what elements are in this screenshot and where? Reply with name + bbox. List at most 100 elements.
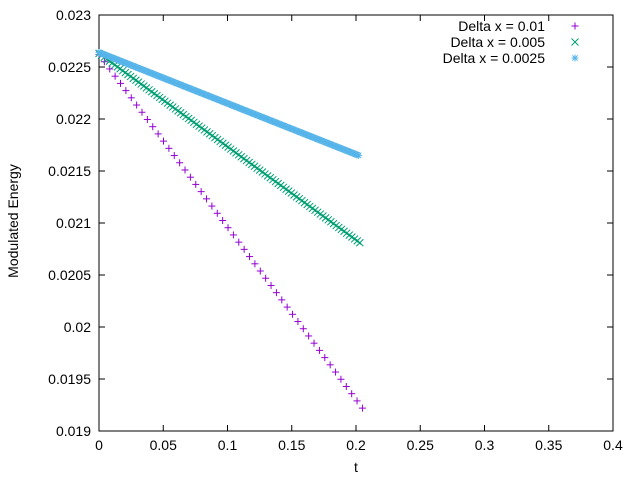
x-tick-label: 0.2: [346, 437, 366, 453]
series-layer: [95, 48, 366, 412]
marker-stroke: [195, 122, 203, 130]
data-point: [133, 101, 141, 109]
legend-marker: [571, 54, 579, 62]
y-tick-label: 0.0225: [48, 59, 91, 75]
marker-stroke: [319, 212, 327, 220]
data-point: [203, 195, 211, 203]
marker-stroke: [161, 97, 169, 106]
marker-stroke: [147, 87, 156, 96]
data-point: [138, 108, 146, 116]
marker-stroke: [232, 149, 240, 157]
marker-stroke: [240, 154, 248, 163]
marker-stroke: [208, 131, 217, 140]
marker-stroke: [155, 93, 164, 102]
marker-stroke: [269, 175, 277, 184]
data-point: [353, 397, 361, 405]
data-point: [356, 238, 364, 247]
data-point: [208, 202, 216, 210]
y-axis-ticks: 0.019 0.0195 0.02 0.0205 0.021 0.0215 0.022 0.0…: [48, 7, 613, 439]
marker-stroke: [274, 179, 283, 188]
data-point: [283, 303, 291, 311]
marker-stroke: [247, 160, 256, 169]
data-point: [294, 318, 302, 326]
x-tick-label: 0.4: [603, 437, 623, 453]
data-point: [111, 72, 119, 80]
marker-stroke: [571, 38, 579, 46]
marker-stroke: [221, 141, 230, 150]
x-tick-label: 0.3: [475, 437, 495, 453]
marker-stroke: [126, 72, 135, 81]
marker-stroke: [337, 225, 346, 234]
data-point: [143, 115, 151, 123]
y-tick-label: 0.0215: [48, 163, 91, 179]
marker-stroke: [150, 89, 159, 98]
legend-label: Delta x = 0.01: [458, 18, 545, 34]
series-1: [95, 51, 366, 412]
marker-stroke: [200, 126, 209, 134]
data-point: [278, 296, 286, 304]
marker-stroke: [298, 196, 306, 205]
marker-stroke: [234, 150, 243, 159]
y-tick-label: 0.021: [56, 215, 91, 231]
marker-stroke: [134, 78, 143, 87]
marker-stroke: [242, 156, 251, 165]
marker-stroke: [250, 162, 259, 171]
marker-stroke: [121, 68, 130, 77]
y-tick-label: 0.022: [56, 111, 91, 127]
marker-stroke: [271, 177, 280, 186]
data-point: [176, 159, 184, 167]
data-point: [240, 245, 248, 253]
marker-stroke: [137, 80, 146, 88]
marker-stroke: [324, 215, 333, 224]
data-point: [256, 267, 264, 275]
marker-stroke: [118, 66, 127, 75]
marker-stroke: [176, 108, 185, 117]
y-axis-title: Modulated Energy: [5, 164, 21, 278]
marker-stroke: [300, 198, 309, 207]
marker-stroke: [279, 183, 288, 192]
marker-stroke: [203, 128, 211, 136]
marker-stroke: [305, 202, 314, 211]
marker-stroke: [321, 214, 330, 222]
marker-stroke: [179, 110, 188, 119]
data-point: [160, 137, 168, 145]
marker-stroke: [355, 152, 362, 159]
marker-stroke: [229, 147, 238, 155]
marker-stroke: [174, 106, 182, 115]
data-point: [342, 382, 350, 390]
marker-stroke: [327, 217, 335, 226]
data-point: [170, 152, 178, 160]
data-point: [186, 173, 194, 181]
data-point: [122, 87, 130, 95]
marker-stroke: [171, 105, 180, 113]
legend-marker: [571, 22, 579, 30]
marker-stroke: [129, 74, 138, 83]
marker-stroke: [166, 101, 174, 109]
data-point: [192, 180, 200, 188]
data-point: [355, 151, 363, 159]
marker-stroke: [348, 233, 356, 241]
marker-stroke: [255, 166, 264, 174]
x-tick-label: 0: [95, 437, 103, 453]
y-tick-label: 0.019: [56, 423, 91, 439]
marker-stroke: [142, 84, 151, 92]
marker-stroke: [329, 219, 338, 228]
data-point: [181, 166, 189, 174]
marker-stroke: [153, 91, 161, 100]
marker-stroke: [345, 231, 354, 239]
marker-stroke: [266, 173, 275, 182]
data-point: [358, 404, 366, 412]
marker-stroke: [224, 143, 232, 152]
marker-stroke: [334, 223, 343, 232]
x-tick-label: 0.35: [535, 437, 562, 453]
marker-stroke: [332, 221, 340, 230]
x-tick-label: 0.15: [278, 437, 305, 453]
marker-stroke: [308, 204, 317, 213]
marker-stroke: [132, 76, 140, 85]
marker-stroke: [192, 120, 201, 129]
marker-stroke: [282, 185, 290, 194]
legend-label: Delta x = 0.0025: [443, 50, 546, 66]
marker-stroke: [292, 193, 301, 201]
marker-stroke: [287, 189, 296, 197]
